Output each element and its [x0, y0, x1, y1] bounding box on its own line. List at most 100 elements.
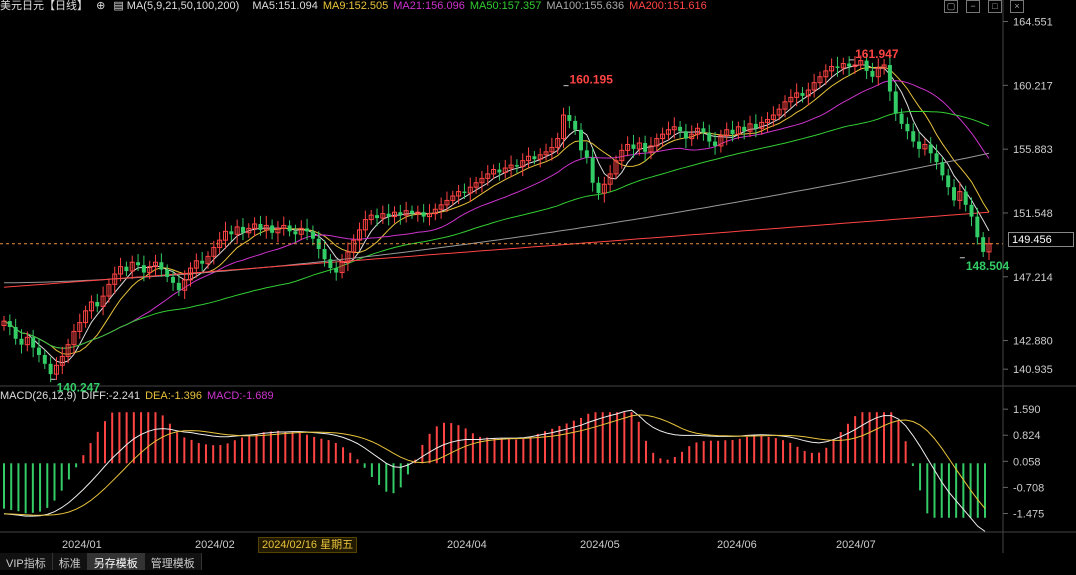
candle-body-78	[456, 191, 462, 197]
period-icon[interactable]: ⊕	[96, 0, 106, 12]
candle-body-71	[415, 211, 421, 215]
candle-body-82	[479, 177, 485, 184]
candle-body-41	[240, 226, 245, 233]
tab-1[interactable]: 标准	[52, 553, 88, 570]
y-tick-label-1: 160.217	[1013, 80, 1053, 92]
candle-body-50	[293, 231, 298, 235]
candle-body-137	[800, 92, 805, 96]
candle-body-146	[852, 64, 858, 67]
candle-body-128	[747, 123, 753, 132]
current-price-badge: 149.456	[1008, 232, 1074, 247]
candle-body-96	[561, 114, 567, 140]
candle-body-166	[969, 204, 974, 217]
candle-body-111	[648, 145, 654, 153]
candle-body-138	[805, 89, 811, 97]
candle-body-144	[840, 63, 846, 69]
candle-body-147	[858, 60, 864, 66]
candle-body-85	[497, 169, 502, 173]
candle-body-119	[695, 127, 701, 135]
symbol-label[interactable]: 美元日元【日线】	[0, 0, 88, 12]
candle-body-124	[724, 129, 730, 137]
candle-body-105	[613, 160, 619, 175]
candle-body-65	[380, 213, 386, 219]
ma-values: MA5:151.094 MA9:152.505 MA21:156.096 MA50:1…	[252, 0, 711, 12]
candle-body-135	[788, 96, 794, 103]
candle-body-64	[375, 215, 380, 219]
candle-body-13	[77, 322, 83, 332]
candle-body-136	[794, 92, 800, 98]
candle-body-44	[258, 223, 263, 230]
minimize-icon[interactable]: −	[966, 0, 980, 13]
candle-body-20	[118, 266, 124, 275]
x-tick-label-0: 2024/01	[62, 539, 102, 551]
candle-body-52	[305, 228, 310, 232]
candle-body-121	[707, 132, 712, 142]
candle-body-107	[625, 143, 631, 151]
candle-body-1	[7, 321, 12, 328]
candle-body-153	[893, 91, 898, 114]
annotation-label-0: 160.195	[570, 73, 614, 87]
candle-body-27	[159, 262, 164, 270]
candle-body-38	[222, 230, 228, 241]
candle-body-86	[502, 167, 508, 173]
candle-body-9	[53, 364, 59, 375]
ma-value-2: MA21:156.096	[393, 0, 465, 12]
candle-body-48	[281, 224, 287, 229]
candle-body-99	[579, 129, 584, 151]
candle-body-100	[584, 150, 589, 158]
candle-body-0	[1, 320, 7, 327]
x-tick-label-4: 2024/06	[717, 539, 757, 551]
candle-body-19	[112, 273, 118, 285]
macd-diff-line	[3, 409, 986, 532]
ma-line-MA21	[3, 80, 990, 349]
candle-body-11	[65, 344, 71, 357]
candle-body-140	[817, 76, 823, 84]
x-tick-label-2: 2024/04	[447, 539, 487, 551]
restore-icon[interactable]: ▢	[944, 0, 958, 13]
candle-body-8	[48, 363, 53, 375]
candle-body-80	[467, 186, 473, 194]
candle-body-92	[537, 154, 543, 160]
candle-body-47	[275, 227, 281, 234]
candle-body-26	[153, 261, 159, 268]
candle-body-165	[963, 191, 968, 205]
candle-body-169	[986, 243, 992, 253]
candle-body-3	[19, 338, 24, 345]
candle-body-94	[549, 146, 555, 153]
candle-body-22	[129, 261, 135, 272]
candle-body-4	[24, 336, 30, 346]
macd-value-1: DIFF:-2.241	[81, 390, 141, 402]
annotation-label-2: 140.247	[57, 380, 101, 394]
candle-body-21	[124, 266, 129, 272]
candle-body-97	[567, 115, 572, 121]
candle-body-91	[532, 156, 537, 160]
candle-body-125	[730, 129, 735, 135]
ma-value-3: MA50:157.357	[469, 0, 542, 12]
macd-tick-label-3: -0.708	[1013, 482, 1044, 494]
candle-body-35	[205, 255, 211, 265]
tab-2[interactable]: 另存模板	[87, 553, 145, 570]
candle-body-123	[718, 135, 724, 147]
x-tick-label-5: 2024/07	[836, 539, 876, 551]
candle-body-131	[765, 118, 771, 123]
tab-3[interactable]: 管理模板	[144, 553, 202, 570]
candle-body-56	[328, 259, 333, 269]
macd-tick-label-2: 0.058	[1013, 456, 1041, 468]
candle-body-46	[270, 225, 275, 233]
candle-body-113	[660, 133, 666, 140]
maximize-icon[interactable]: □	[988, 0, 1002, 13]
candle-body-114	[665, 129, 671, 135]
candle-body-158	[922, 143, 928, 150]
close-icon[interactable]: ×	[1010, 0, 1024, 13]
candle-body-33	[193, 260, 199, 269]
candle-body-59	[345, 251, 351, 263]
candle-body-42	[246, 227, 252, 234]
candle-body-168	[981, 237, 986, 252]
candle-body-108	[631, 144, 636, 149]
candle-body-28	[165, 269, 170, 277]
candle-body-95	[555, 138, 561, 148]
candle-body-74	[432, 208, 438, 215]
tab-0[interactable]: VIP指标	[0, 553, 53, 570]
